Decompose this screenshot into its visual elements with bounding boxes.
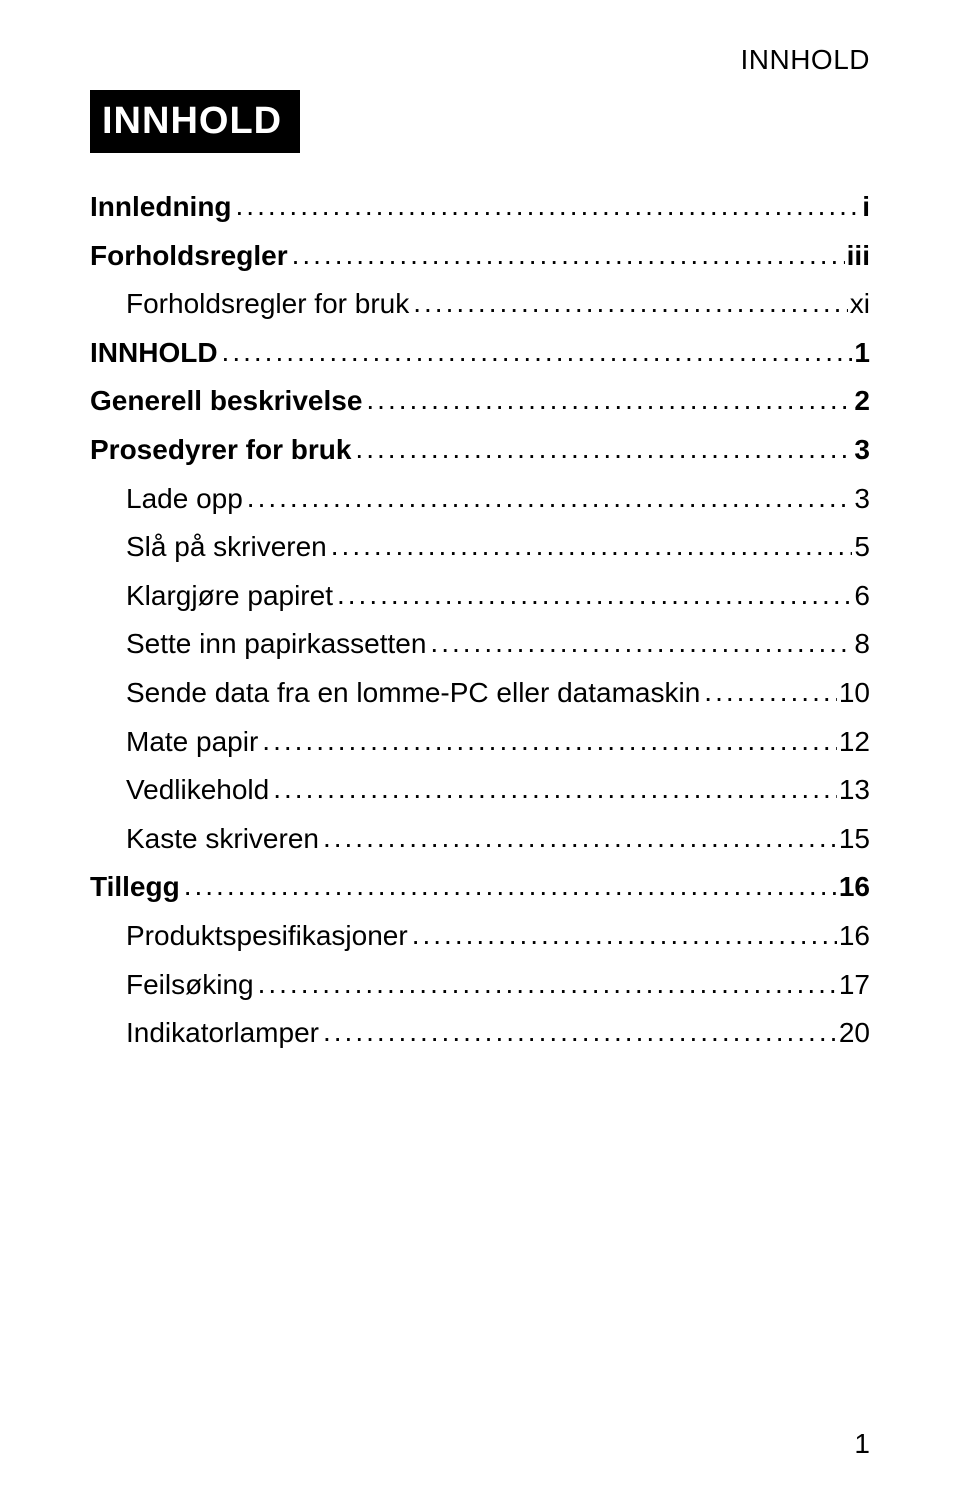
toc-entry-page: 3	[852, 479, 870, 520]
toc-entry: Slå på skriveren 5	[90, 527, 870, 568]
toc-entry: Feilsøking 17	[90, 965, 870, 1006]
toc-entry-page: 2	[852, 381, 870, 422]
toc-entry-label: Forholdsregler for bruk	[90, 284, 409, 325]
toc-entry-page: xi	[848, 284, 870, 325]
toc-entry-page: 8	[852, 624, 870, 665]
toc-entry-label: Lade opp	[90, 479, 243, 520]
toc-leader-dots	[288, 235, 845, 276]
page-title: INNHOLD	[90, 90, 300, 153]
toc-entry: Vedlikehold 13	[90, 770, 870, 811]
toc-leader-dots	[409, 283, 848, 324]
toc-entry-page: 1	[852, 333, 870, 374]
toc-entry-label: INNHOLD	[90, 333, 218, 374]
toc-entry-page: 10	[837, 673, 870, 714]
toc-leader-dots	[333, 575, 852, 616]
toc-entry: Innledning i	[90, 187, 870, 228]
toc-entry: Indikatorlamper 20	[90, 1013, 870, 1054]
toc-entry-page: 3	[852, 430, 870, 471]
toc-entry: Forholdsregler iii	[90, 236, 870, 277]
toc-leader-dots	[362, 380, 852, 421]
toc-entry-label: Tillegg	[90, 867, 180, 908]
toc-entry: Sende data fra en lomme-PC eller datamas…	[90, 673, 870, 714]
toc-entry: Sette inn papirkassetten 8	[90, 624, 870, 665]
toc-leader-dots	[258, 721, 837, 762]
toc-entry-label: Vedlikehold	[90, 770, 269, 811]
page-number: 1	[854, 1428, 870, 1460]
toc-leader-dots	[327, 526, 853, 567]
toc-entry-page: 6	[852, 576, 870, 617]
toc-entry-label: Feilsøking	[90, 965, 254, 1006]
toc-entry: Mate papir 12	[90, 722, 870, 763]
toc-entry: Lade opp 3	[90, 479, 870, 520]
toc-entry-label: Innledning	[90, 187, 232, 228]
toc-leader-dots	[218, 332, 853, 373]
toc-entry: Generell beskrivelse 2	[90, 381, 870, 422]
toc-entry-page: 16	[837, 916, 870, 957]
toc-entry-page: 15	[837, 819, 870, 860]
toc-leader-dots	[243, 478, 853, 519]
toc-entry-page: 16	[837, 867, 870, 908]
toc-entry-label: Klargjøre papiret	[90, 576, 333, 617]
toc-entry-page: i	[860, 187, 870, 228]
toc-entry-label: Generell beskrivelse	[90, 381, 362, 422]
toc-entry-label: Slå på skriveren	[90, 527, 327, 568]
toc-leader-dots	[426, 623, 852, 664]
toc-leader-dots	[254, 964, 837, 1005]
toc-leader-dots	[319, 818, 837, 859]
toc-leader-dots	[232, 186, 861, 227]
toc-leader-dots	[351, 429, 852, 470]
toc-entry-label: Produktspesifikasjoner	[90, 916, 408, 957]
toc-entry-page: 13	[837, 770, 870, 811]
running-header: INNHOLD	[740, 44, 870, 76]
toc-entry-label: Mate papir	[90, 722, 258, 763]
toc-leader-dots	[408, 915, 837, 956]
toc-entry-page: 17	[837, 965, 870, 1006]
table-of-contents: Innledning iForholdsregler iiiForholdsre…	[90, 187, 870, 1054]
toc-entry-label: Forholdsregler	[90, 236, 288, 277]
toc-entry-page: 5	[852, 527, 870, 568]
toc-entry-page: iii	[845, 236, 870, 277]
toc-leader-dots	[319, 1012, 837, 1053]
toc-entry: Produktspesifikasjoner 16	[90, 916, 870, 957]
toc-entry-label: Prosedyrer for bruk	[90, 430, 351, 471]
toc-entry-label: Indikatorlamper	[90, 1013, 319, 1054]
toc-entry: INNHOLD 1	[90, 333, 870, 374]
toc-entry-label: Sende data fra en lomme-PC eller datamas…	[90, 673, 700, 714]
toc-entry: Tillegg 16	[90, 867, 870, 908]
toc-leader-dots	[180, 866, 837, 907]
toc-entry: Forholdsregler for bruk xi	[90, 284, 870, 325]
toc-entry: Klargjøre papiret 6	[90, 576, 870, 617]
toc-entry-page: 12	[837, 722, 870, 763]
toc-entry: Kaste skriveren 15	[90, 819, 870, 860]
toc-entry-label: Sette inn papirkassetten	[90, 624, 426, 665]
toc-entry-page: 20	[837, 1013, 870, 1054]
toc-entry: Prosedyrer for bruk 3	[90, 430, 870, 471]
toc-leader-dots	[269, 769, 837, 810]
toc-entry-label: Kaste skriveren	[90, 819, 319, 860]
toc-leader-dots	[700, 672, 837, 713]
